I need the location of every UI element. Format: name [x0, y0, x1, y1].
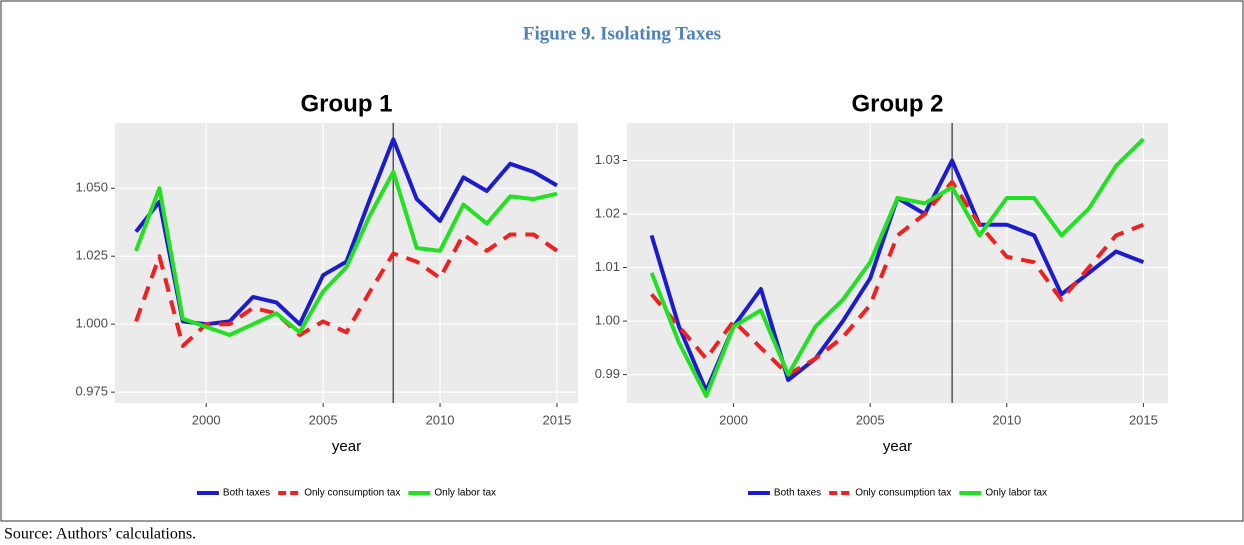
- x-tick-label: 2005: [309, 412, 338, 427]
- y-tick-label: 1.000: [75, 316, 108, 331]
- x-tick-label: 2015: [1129, 412, 1158, 427]
- x-axis-label: year: [332, 438, 361, 455]
- y-tick-label: 1.01: [595, 259, 620, 274]
- y-tick-label: 1.03: [595, 152, 620, 167]
- x-tick-label: 2015: [542, 412, 571, 427]
- x-tick-label: 2010: [992, 412, 1021, 427]
- legend: Both taxes Only consumption tax Only labor…: [747, 488, 1047, 499]
- y-tick-label: 0.99: [595, 366, 620, 381]
- x-tick-label: 2000: [719, 412, 748, 427]
- series-line: [649, 137, 1145, 398]
- legend-label: Only labor tax: [985, 488, 1047, 499]
- legend-label: Both taxes: [774, 488, 821, 499]
- chart-title: Group 1: [300, 90, 392, 117]
- legend-label: Both taxes: [223, 488, 270, 499]
- legend-label: Only labor tax: [434, 488, 496, 499]
- x-axis-label: year: [883, 438, 912, 455]
- figure-title: Figure 9. Isolating Taxes: [523, 23, 721, 44]
- series-line: [134, 232, 559, 348]
- legend-label: Only consumption tax: [304, 488, 400, 499]
- x-tick-label: 2005: [856, 412, 885, 427]
- source-note: Source: Authors’ calculations.: [4, 526, 196, 543]
- y-tick-label: 1.02: [595, 205, 620, 220]
- x-tick-label: 2000: [192, 412, 221, 427]
- legend: Both taxes Only consumption tax Only labor…: [196, 488, 496, 499]
- plot-background: [627, 123, 1168, 403]
- y-tick-label: 1.050: [75, 180, 108, 195]
- y-tick-label: 1.00: [595, 313, 620, 328]
- x-tick-label: 2010: [426, 412, 455, 427]
- y-tick-label: 0.975: [75, 384, 108, 399]
- series-line: [650, 179, 1145, 377]
- figure-border: [0, 0, 1244, 522]
- series-line: [134, 169, 558, 337]
- chart-title: Group 2: [851, 90, 943, 117]
- y-tick-label: 1.025: [75, 248, 108, 263]
- legend-label: Only consumption tax: [855, 488, 951, 499]
